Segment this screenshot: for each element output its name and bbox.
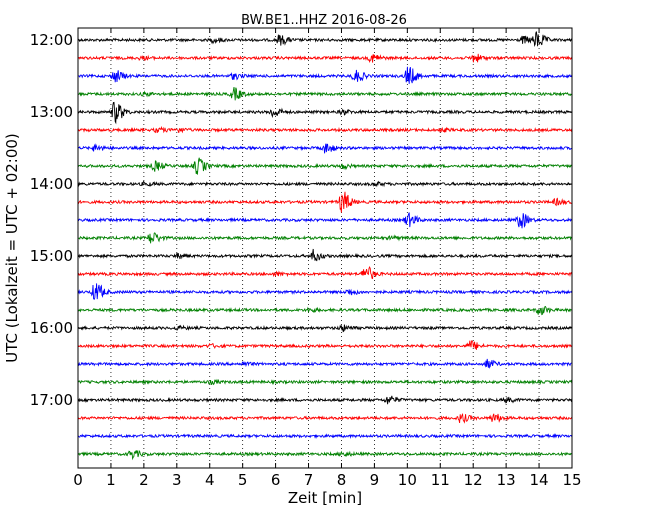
seismogram-trace [77,266,573,280]
y-tick-label: 14:00 [30,175,73,193]
x-tick-label: 2 [139,471,149,489]
seismogram-trace [77,248,573,262]
x-tick-label: 9 [370,471,380,489]
trace-group [77,31,573,461]
seismogram-trace [77,143,572,154]
chart-title: BW.BE1..HHZ 2016-08-26 [241,13,407,28]
x-tick-label: 14 [530,471,549,489]
seismogram-trace [77,125,573,134]
seismogram-trace [77,378,573,386]
seismogram-trace [77,212,573,229]
seismogram-trace [77,53,573,64]
x-tick-label: 15 [562,471,581,489]
x-tick-label: 11 [431,471,450,489]
seismogram-trace [77,232,572,244]
y-tick-label: 12:00 [30,31,73,49]
seismogram-trace [77,449,572,461]
seismogram-trace [77,191,572,213]
x-tick-label: 0 [73,471,83,489]
plot-frame [77,27,573,469]
seismogram-trace [77,86,573,101]
seismogram-trace [77,283,573,300]
seismogram-trace [77,395,573,405]
y-tick-label: 15:00 [30,247,73,265]
x-tick-label: 8 [337,471,347,489]
seismogram-trace [77,324,573,333]
seismogram-trace [77,358,572,369]
y-tick-label: 17:00 [30,391,73,409]
x-tick-label: 7 [304,471,314,489]
x-tick-label: 4 [205,471,215,489]
seismogram-trace [77,31,573,48]
x-tick-label: 12 [464,471,483,489]
y-axis-label: UTC (Lokalzeit = UTC + 02:00) [3,133,21,363]
seismogram-trace [77,433,573,440]
x-tick-label: 13 [497,471,516,489]
y-tick-label: 16:00 [30,319,73,337]
seismogram-trace [77,413,573,424]
x-tick-label: 10 [398,471,417,489]
vertical-grid [110,28,540,468]
seismogram-trace [77,305,573,316]
seismogram-trace [77,66,573,84]
seismogram-trace [77,157,573,175]
x-tick-label: 6 [271,471,281,489]
x-tick-label: 5 [238,471,248,489]
seismogram-trace [77,340,573,350]
y-tick-label: 13:00 [30,103,73,121]
x-axis-ticks: 0 1 2 3 4 5 6 7 8 9 10 11 12 13 14 15 [73,28,582,489]
x-tick-label: 3 [172,471,182,489]
seismogram-trace [77,101,573,125]
x-axis-label: Zeit [min] [288,489,362,507]
x-tick-label: 1 [106,471,116,489]
seismogram-trace [77,180,572,188]
y-axis-ticks: 12:00 13:00 14:00 15:00 16:00 17:00 [30,31,572,409]
